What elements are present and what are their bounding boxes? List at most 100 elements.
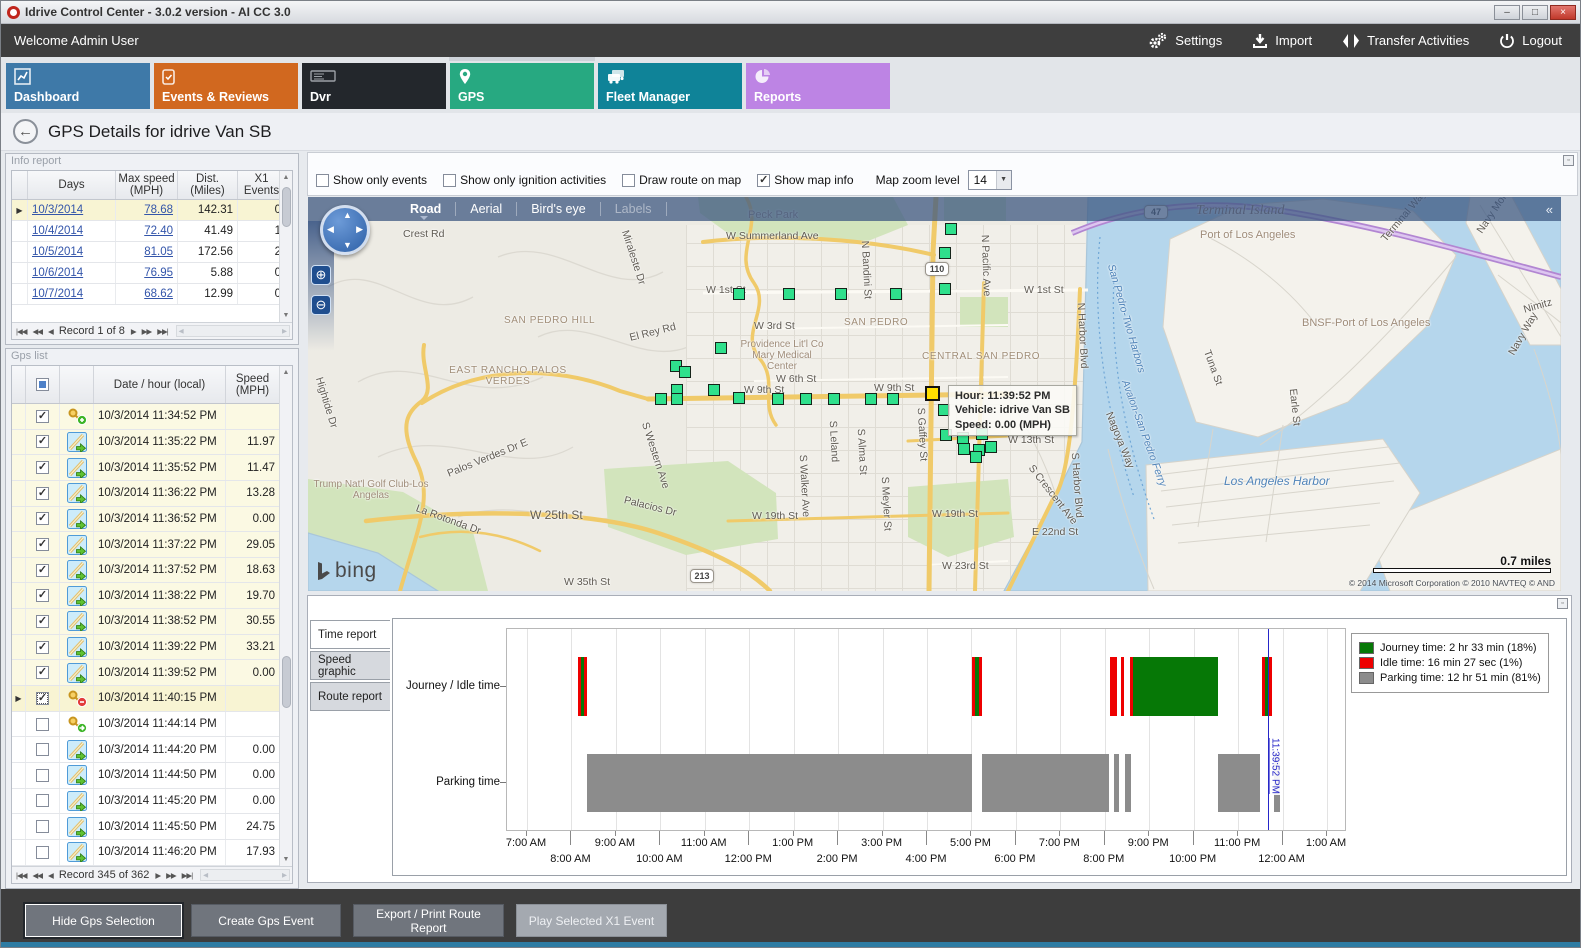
table-row[interactable]: 10/5/2014 81.05 172.56 2 (12, 242, 292, 263)
max-speed-cell[interactable]: 72.40 (116, 221, 178, 241)
map-marker[interactable] (939, 283, 951, 295)
max-speed-cell[interactable]: 68.62 (116, 284, 178, 304)
days-cell[interactable]: 10/3/2014 (28, 200, 116, 220)
tab-fleet-manager[interactable]: Fleet Manager (598, 63, 742, 109)
map-nav-aerial[interactable]: Aerial (456, 202, 518, 216)
chart-panel-collapse-icon[interactable]: ▫ (1557, 598, 1568, 609)
map-marker[interactable] (800, 393, 812, 405)
export-print-route-report-button[interactable]: Export / Print Route Report (353, 904, 504, 937)
row-checkbox[interactable]: ✓ (26, 532, 60, 557)
pager-first-button[interactable]: |◀◀ (16, 326, 28, 336)
pager-first-button[interactable]: |◀◀ (16, 870, 28, 880)
row-checkbox[interactable]: ✓ (26, 429, 60, 455)
map-marker[interactable] (733, 288, 745, 300)
map-panel-collapse-icon[interactable]: ▫ (1563, 155, 1574, 166)
map-option-checkbox[interactable]: Show only events (316, 173, 427, 187)
pager-prev-button[interactable]: ◀ (48, 326, 54, 336)
minimize-button[interactable]: – (1494, 4, 1520, 20)
row-checkbox[interactable]: ✓ (26, 557, 60, 583)
pager-prev-page-button[interactable]: ◀◀ (32, 326, 43, 336)
settings-button[interactable]: Settings (1148, 32, 1222, 50)
pager-prev-page-button[interactable]: ◀◀ (32, 870, 43, 880)
maximize-button[interactable]: □ (1522, 4, 1548, 20)
tab-speed-graphic[interactable]: Speed graphic (310, 651, 390, 680)
map-marker[interactable] (772, 393, 784, 405)
tab-time-report[interactable]: Time report (310, 620, 390, 649)
gps-list-row[interactable]: ✓ 10/3/2014 11:35:52 PM 11.47 (12, 455, 292, 481)
transfer-activities-button[interactable]: Transfer Activities (1342, 32, 1469, 50)
pager-next-button[interactable]: ▶ (130, 326, 137, 336)
gps-list-row[interactable]: 10/3/2014 11:44:50 PM 0.00 (12, 762, 292, 789)
gps-list-row[interactable]: ✓ 10/3/2014 11:36:22 PM 13.28 (12, 480, 292, 507)
pager-next-page-button[interactable]: ▶▶ (141, 326, 153, 336)
pager-prev-button[interactable]: ◀ (48, 870, 54, 880)
row-checkbox[interactable]: ✓ (26, 480, 60, 506)
days-cell[interactable]: 10/7/2014 (28, 284, 116, 304)
map-option-checkbox[interactable]: Show only ignition activities (443, 173, 606, 187)
zoom-out-button[interactable]: ⊖ (311, 295, 331, 315)
map-marker[interactable] (939, 247, 951, 259)
row-checkbox[interactable]: ✓ (26, 506, 60, 532)
row-checkbox[interactable]: ✓ (26, 660, 60, 686)
row-checkbox[interactable] (26, 788, 60, 814)
gps-list-row[interactable]: ✓ 10/3/2014 11:37:52 PM 18.63 (12, 557, 292, 584)
hide-gps-selection-button[interactable]: Hide Gps Selection (23, 902, 184, 939)
zoom-in-button[interactable]: ⊕ (311, 265, 331, 285)
gps-list-row[interactable]: ✓ 10/3/2014 11:35:22 PM 11.97 (12, 429, 292, 456)
tab-events-reviews[interactable]: Events & Reviews (154, 63, 298, 109)
gps-list-row[interactable]: ✓ 10/3/2014 11:39:22 PM 33.21 (12, 634, 292, 661)
max-speed-cell[interactable]: 76.95 (116, 263, 178, 283)
row-checkbox[interactable]: ✓ (26, 686, 60, 711)
create-gps-event-button[interactable]: Create Gps Event (191, 904, 341, 937)
gps-list-row[interactable]: ▶ ✓ 10/3/2014 11:40:15 PM (12, 686, 292, 712)
import-button[interactable]: Import (1252, 33, 1312, 49)
row-checkbox[interactable] (26, 814, 60, 839)
days-cell[interactable]: 10/6/2014 (28, 263, 116, 283)
gps-list-row[interactable]: ✓ 10/3/2014 11:34:52 PM (12, 404, 292, 430)
map-marker[interactable] (655, 393, 667, 405)
map-marker[interactable] (970, 451, 982, 463)
gps-list-row[interactable]: ✓ 10/3/2014 11:36:52 PM 0.00 (12, 506, 292, 533)
table-row[interactable]: 10/7/2014 68.62 12.99 0 (12, 284, 292, 305)
gps-list-row[interactable]: ✓ 10/3/2014 11:37:22 PM 29.05 (12, 532, 292, 558)
map-option-checkbox[interactable]: Draw route on map (622, 173, 741, 187)
map-nav-collapse-button[interactable]: « (1545, 201, 1553, 217)
max-speed-cell[interactable]: 78.68 (116, 200, 178, 220)
gps-list-scrollbar[interactable]: ▲ ▼ (279, 366, 292, 866)
map-marker[interactable] (865, 393, 877, 405)
row-checkbox[interactable] (26, 737, 60, 762)
max-speed-cell[interactable]: 81.05 (116, 242, 178, 262)
row-checkbox[interactable]: ✓ (26, 455, 60, 480)
gps-list-row[interactable]: 10/3/2014 11:44:14 PM (12, 711, 292, 738)
pager-next-button[interactable]: ▶ (155, 870, 161, 880)
days-cell[interactable]: 10/5/2014 (28, 242, 116, 262)
column-header-max-speed[interactable]: Max speed (MPH) (116, 171, 178, 199)
pager-last-button[interactable]: ▶▶| (157, 326, 169, 336)
map-nav-labels[interactable]: Labels (601, 202, 667, 216)
map-zoom-level-select[interactable]: 14 ▼ (967, 170, 1012, 190)
map-marker[interactable] (890, 288, 902, 300)
play-selected-x1-event-button[interactable]: Play Selected X1 Event (516, 904, 667, 937)
map-marker[interactable] (783, 288, 795, 300)
map-marker[interactable] (715, 342, 727, 354)
row-checkbox[interactable] (26, 762, 60, 788)
gps-list-row[interactable]: 10/3/2014 11:46:20 PM 17.93 (12, 839, 292, 866)
tab-reports[interactable]: Reports (746, 63, 890, 109)
map-marker-selected[interactable] (925, 386, 940, 401)
map-marker[interactable] (985, 441, 997, 453)
row-checkbox[interactable] (26, 711, 60, 737)
map-marker[interactable] (671, 393, 683, 405)
map-option-checkbox[interactable]: ✓ Show map info (757, 173, 854, 187)
column-header-dist[interactable]: Dist. (Miles) (178, 171, 238, 199)
gps-list-row[interactable]: ✓ 10/3/2014 11:39:52 PM 0.00 (12, 660, 292, 687)
map-marker[interactable] (958, 443, 970, 455)
tab-route-report[interactable]: Route report (310, 682, 390, 711)
map-marker[interactable] (679, 366, 691, 378)
gps-list-row[interactable]: ✓ 10/3/2014 11:38:52 PM 30.55 (12, 609, 292, 635)
select-all-checkbox[interactable] (26, 366, 60, 403)
map-marker[interactable] (708, 384, 720, 396)
map-compass-control[interactable]: ▲ ▼ ◀ ▶ (320, 205, 370, 255)
pager-h-scrollbar[interactable]: ◀ ▶ (175, 325, 290, 337)
close-button[interactable]: × (1550, 4, 1576, 20)
map-marker[interactable] (828, 393, 840, 405)
